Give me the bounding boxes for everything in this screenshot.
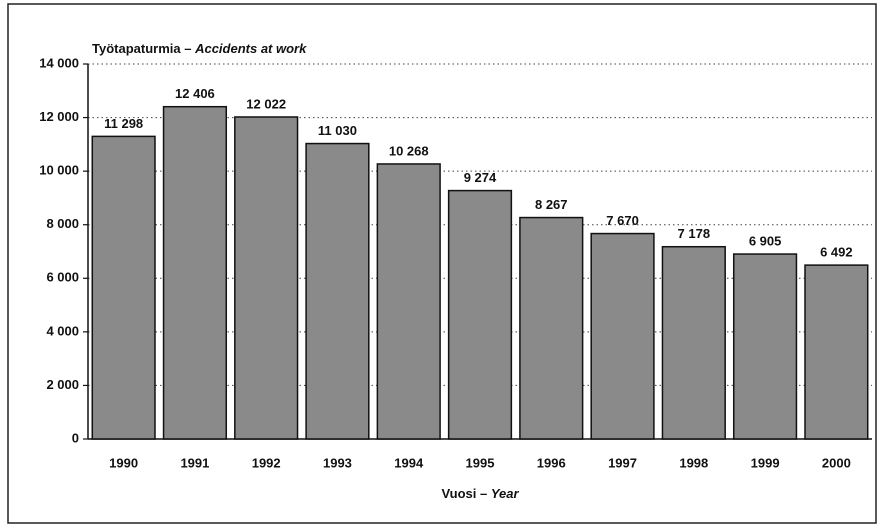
y-tick-label: 6 000 xyxy=(46,270,79,285)
value-label: 9 274 xyxy=(464,170,497,185)
frame xyxy=(7,3,877,524)
x-tick-label: 1997 xyxy=(608,455,637,470)
value-label: 7 670 xyxy=(606,213,639,228)
value-label: 12 022 xyxy=(246,96,286,111)
value-label: 7 178 xyxy=(678,226,711,241)
y-tick-label: 8 000 xyxy=(46,216,79,231)
x-tick-label: 1990 xyxy=(109,455,138,470)
value-label: 6 492 xyxy=(820,245,853,260)
x-tick-label: 1998 xyxy=(679,455,708,470)
value-label: 11 030 xyxy=(318,123,357,138)
bar xyxy=(732,253,798,440)
title-fi: Työtapaturmia – xyxy=(92,41,191,56)
bar xyxy=(305,142,370,440)
value-label: 10 268 xyxy=(389,143,429,158)
chart-title: Työtapaturmia – Accidents at work xyxy=(92,41,307,56)
value-label: 11 298 xyxy=(104,116,143,131)
bar xyxy=(590,232,655,440)
bar xyxy=(447,189,513,440)
x-tick-label: 1996 xyxy=(537,455,566,470)
x-tick-label: 1995 xyxy=(466,455,495,470)
value-label: 8 267 xyxy=(535,197,568,212)
bar xyxy=(519,216,584,440)
x-tick-label: 1994 xyxy=(394,455,424,470)
x-axis-label: Vuosi – Year xyxy=(441,486,519,501)
value-label: 6 905 xyxy=(749,233,782,248)
y-tick-label: 4 000 xyxy=(46,323,79,338)
y-tick-label: 12 000 xyxy=(39,109,79,124)
x-tick-label: 1993 xyxy=(323,455,352,470)
bar xyxy=(234,116,299,440)
x-tick-label: 2000 xyxy=(822,455,851,470)
value-label: 12 406 xyxy=(175,86,215,101)
y-tick-label: 2 000 xyxy=(46,377,79,392)
y-tick-label: 10 000 xyxy=(39,163,79,178)
x-tick-label: 1992 xyxy=(252,455,281,470)
xlabel-en: Year xyxy=(491,486,520,501)
bar xyxy=(376,163,441,440)
bar xyxy=(91,135,156,440)
x-tick-label: 1991 xyxy=(180,455,209,470)
bar xyxy=(162,105,228,440)
x-tick-label: 1999 xyxy=(751,455,780,470)
y-tick-label: 0 xyxy=(72,430,79,445)
title-en: Accidents at work xyxy=(194,41,307,56)
bar xyxy=(804,264,869,440)
y-tick-label: 14 000 xyxy=(39,55,79,70)
xlabel-fi: Vuosi – xyxy=(441,486,487,501)
bar xyxy=(661,245,726,440)
